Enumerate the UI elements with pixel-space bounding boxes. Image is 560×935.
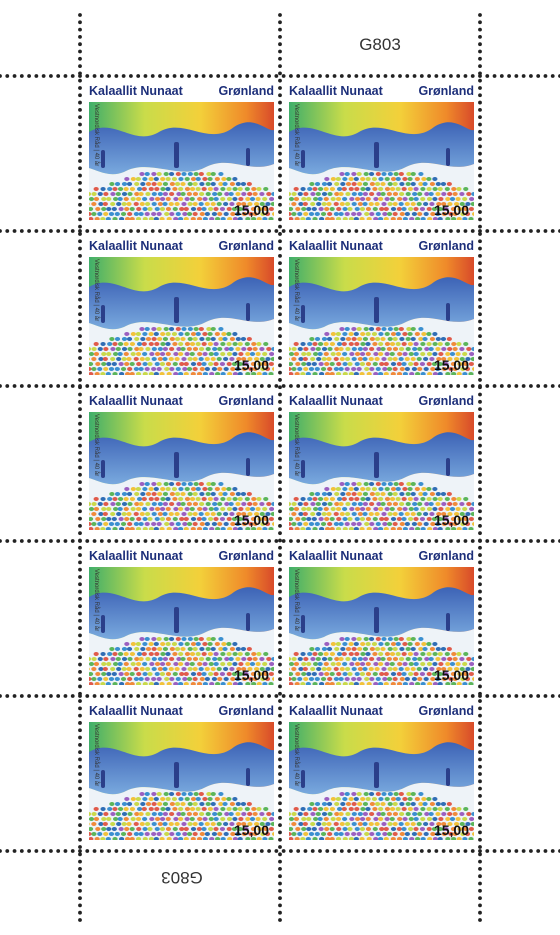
country-kl: Kalaallit Nunaat xyxy=(289,704,384,718)
country-kl: Kalaallit Nunaat xyxy=(289,84,384,98)
country-da: Grønland xyxy=(218,84,274,98)
stamp: Kalaallit Nunaat Grønland 15,00 Vestnordisk… xyxy=(204,543,557,693)
stamp-value: 15,00 xyxy=(234,357,269,373)
country-da: Grønland xyxy=(218,239,274,253)
perforation xyxy=(0,849,560,853)
stamp-value: 15,00 xyxy=(234,822,269,838)
perforation xyxy=(0,694,560,698)
stamp-caption: Vestnordisk Råd | 40 år xyxy=(93,259,100,321)
country-da: Grønland xyxy=(218,704,274,718)
stamp-value: 15,00 xyxy=(434,822,469,838)
sheet-label: G803 xyxy=(161,868,203,887)
stamp-value: 15,00 xyxy=(434,202,469,218)
stamp-value: 15,00 xyxy=(234,667,269,683)
stamp-caption: Vestnordisk Råd | 40 år xyxy=(93,724,100,786)
stamp: Kalaallit Nunaat Grønland 15,00 Vestnordisk… xyxy=(4,543,357,693)
perforation xyxy=(0,74,560,78)
stamp-value: 15,00 xyxy=(434,667,469,683)
country-kl: Kalaallit Nunaat xyxy=(89,704,184,718)
stamp: Kalaallit Nunaat Grønland 15,00 Vestnordisk… xyxy=(204,698,557,848)
country-da: Grønland xyxy=(418,704,474,718)
stamp: Kalaallit Nunaat Grønland 15,00 Vestnordisk… xyxy=(4,698,357,848)
stamp: Kalaallit Nunaat Grønland 15,00 Vestnordisk… xyxy=(4,233,357,383)
stamp: Kalaallit Nunaat Grønland 15,00 Vestnordisk… xyxy=(204,388,557,538)
stamp: Kalaallit Nunaat Grønland 15,00 Vestnordisk… xyxy=(4,388,357,538)
stamp-value: 15,00 xyxy=(434,357,469,373)
stamp-caption: Vestnordisk Råd | 40 år xyxy=(93,414,100,476)
stamp-caption: Vestnordisk Råd | 40 år xyxy=(293,569,300,631)
country-da: Grønland xyxy=(218,549,274,563)
stamp-value: 15,00 xyxy=(234,202,269,218)
stamp-caption: Vestnordisk Råd | 40 år xyxy=(293,414,300,476)
country-da: Grønland xyxy=(418,239,474,253)
country-kl: Kalaallit Nunaat xyxy=(89,549,184,563)
country-kl: Kalaallit Nunaat xyxy=(289,549,384,563)
stamp-caption: Vestnordisk Råd | 40 år xyxy=(293,104,300,166)
country-kl: Kalaallit Nunaat xyxy=(89,394,184,408)
stamp-caption: Vestnordisk Råd | 40 år xyxy=(293,724,300,786)
country-kl: Kalaallit Nunaat xyxy=(289,394,384,408)
stamp: Kalaallit Nunaat Grønland 15,00 Vestnordisk… xyxy=(204,78,557,228)
stamp-value: 15,00 xyxy=(434,512,469,528)
stamp-caption: Vestnordisk Råd | 40 år xyxy=(293,259,300,321)
perforation xyxy=(278,13,282,922)
country-da: Grønland xyxy=(418,394,474,408)
sheet-label: G803 xyxy=(359,35,401,54)
stamp-caption: Vestnordisk Råd | 40 år xyxy=(93,569,100,631)
stamp-caption: Vestnordisk Råd | 40 år xyxy=(93,104,100,166)
country-da: Grønland xyxy=(418,84,474,98)
stamp: Kalaallit Nunaat Grønland 15,00 Vestnordisk… xyxy=(204,233,557,383)
perforation xyxy=(0,229,560,233)
country-da: Grønland xyxy=(418,549,474,563)
country-kl: Kalaallit Nunaat xyxy=(289,239,384,253)
country-kl: Kalaallit Nunaat xyxy=(89,84,184,98)
perforation xyxy=(78,13,82,922)
stamp: Kalaallit Nunaat Grønland 15,00 Vestnordisk… xyxy=(4,78,357,228)
stamp-value: 15,00 xyxy=(234,512,269,528)
country-da: Grønland xyxy=(218,394,274,408)
country-kl: Kalaallit Nunaat xyxy=(89,239,184,253)
perforation xyxy=(478,13,482,922)
perforation xyxy=(0,539,560,543)
